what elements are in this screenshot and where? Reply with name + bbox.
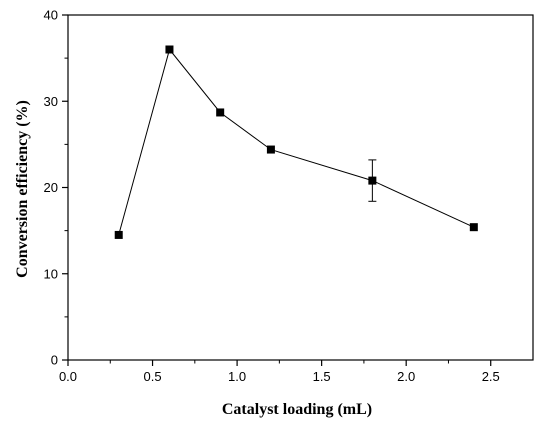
x-axis-title: Catalyst loading (mL) — [222, 401, 372, 418]
x-tick-label-1: 0.5 — [144, 369, 162, 384]
plot-area — [67, 14, 534, 361]
data-point-2 — [216, 108, 225, 117]
y-axis-title: Conversion efficiency (%) — [14, 100, 31, 278]
x-tick-label-5: 2.5 — [482, 369, 500, 384]
y-tick-label-2: 20 — [44, 180, 58, 195]
plot-frame — [67, 14, 534, 361]
y-tick-label-4: 40 — [44, 8, 58, 23]
axes-layer: 0.0 0.5 1.0 1.5 2.0 2.5 0 10 20 30 40 — [44, 8, 500, 385]
x-tick-label-0: 0.0 — [59, 369, 77, 384]
y-tick-label-3: 30 — [44, 94, 58, 109]
data-point-4 — [368, 176, 377, 185]
data-point-3 — [266, 145, 275, 154]
x-tick-label-3: 1.5 — [313, 369, 331, 384]
y-tick-label-0: 0 — [51, 353, 58, 368]
x-tick-label-4: 2.0 — [397, 369, 415, 384]
y-tick-label-1: 10 — [44, 266, 58, 281]
data-point-1 — [165, 45, 174, 54]
x-tick-label-2: 1.0 — [228, 369, 246, 384]
series-0-line — [118, 48, 475, 236]
data-point-5 — [469, 223, 478, 232]
data-point-0 — [114, 230, 123, 239]
series-layer — [114, 45, 478, 239]
